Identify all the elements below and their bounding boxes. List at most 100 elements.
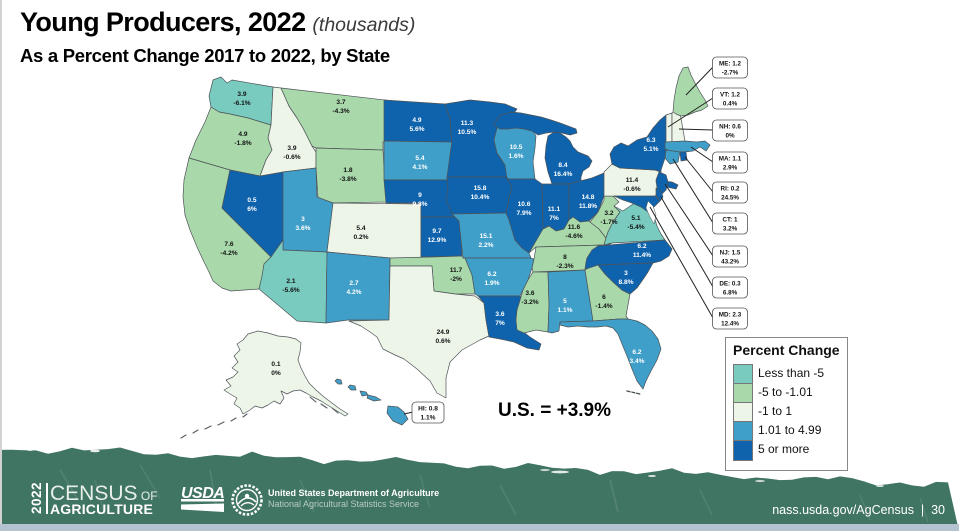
svg-text:7%: 7% — [549, 215, 559, 222]
svg-text:0.1: 0.1 — [271, 361, 280, 368]
svg-text:2.7: 2.7 — [349, 280, 358, 287]
svg-text:11.8%: 11.8% — [579, 203, 597, 210]
svg-text:3.6%: 3.6% — [295, 225, 310, 232]
svg-text:1.8: 1.8 — [343, 167, 352, 174]
svg-text:-2.7%: -2.7% — [722, 70, 739, 77]
svg-text:10.4%: 10.4% — [471, 194, 490, 201]
svg-text:6%: 6% — [247, 206, 257, 213]
svg-text:7%: 7% — [495, 320, 505, 327]
svg-text:24.9: 24.9 — [437, 329, 450, 336]
svg-text:6.2: 6.2 — [637, 243, 646, 250]
svg-text:-1.4%: -1.4% — [595, 303, 612, 310]
svg-text:11.4%: 11.4% — [633, 252, 651, 259]
svg-text:ME: 1.2: ME: 1.2 — [719, 61, 742, 68]
svg-text:4.2%: 4.2% — [346, 289, 361, 296]
svg-text:9.8%: 9.8% — [412, 201, 427, 208]
svg-text:8.4: 8.4 — [558, 162, 567, 169]
svg-text:9.7: 9.7 — [432, 228, 441, 235]
svg-text:2.1: 2.1 — [286, 278, 295, 285]
svg-text:-0.6%: -0.6% — [623, 186, 640, 193]
svg-text:3.9: 3.9 — [287, 145, 296, 152]
svg-text:1.1%: 1.1% — [420, 415, 435, 422]
svg-text:15.1: 15.1 — [480, 233, 493, 240]
svg-text:5.4: 5.4 — [415, 155, 424, 162]
svg-text:11.6: 11.6 — [568, 224, 581, 231]
svg-text:5.4: 5.4 — [356, 225, 365, 232]
svg-text:4.9: 4.9 — [412, 117, 421, 124]
svg-text:15.8: 15.8 — [474, 185, 487, 192]
svg-text:-4.6%: -4.6% — [565, 233, 582, 240]
svg-text:-5.4%: -5.4% — [627, 224, 644, 231]
svg-text:0.2%: 0.2% — [353, 234, 368, 241]
svg-text:5.1: 5.1 — [631, 215, 640, 222]
svg-text:8.8%: 8.8% — [618, 279, 633, 286]
svg-text:1.6%: 1.6% — [508, 153, 523, 160]
svg-text:NJ: 1.5: NJ: 1.5 — [720, 250, 741, 257]
svg-text:12.9%: 12.9% — [428, 237, 447, 244]
svg-text:1.1%: 1.1% — [557, 307, 572, 314]
svg-text:CT: 1: CT: 1 — [722, 217, 738, 224]
svg-text:16.4%: 16.4% — [554, 171, 573, 178]
svg-text:-1.7%: -1.7% — [600, 219, 617, 226]
svg-text:3.6: 3.6 — [495, 311, 504, 318]
svg-text:0.5: 0.5 — [247, 197, 256, 204]
svg-text:12.4%: 12.4% — [721, 321, 739, 328]
svg-text:0.6%: 0.6% — [435, 338, 450, 345]
svg-text:0%: 0% — [271, 370, 281, 377]
svg-text:6.2: 6.2 — [632, 349, 641, 356]
svg-text:8: 8 — [563, 254, 567, 261]
svg-text:VT: 1.2: VT: 1.2 — [720, 92, 740, 99]
svg-text:5: 5 — [563, 298, 567, 305]
svg-text:HI: 0.8: HI: 0.8 — [418, 406, 438, 413]
svg-text:5.1%: 5.1% — [643, 146, 658, 153]
svg-text:-2.3%: -2.3% — [556, 263, 573, 270]
svg-text:3.7: 3.7 — [336, 99, 345, 106]
svg-text:RI: 0.2: RI: 0.2 — [721, 186, 740, 193]
svg-text:MD: 2.3: MD: 2.3 — [719, 312, 742, 319]
svg-text:43.2%: 43.2% — [721, 259, 739, 266]
svg-text:3.4%: 3.4% — [629, 358, 644, 365]
svg-text:7.6: 7.6 — [224, 241, 233, 248]
svg-text:NH: 0.6: NH: 0.6 — [719, 124, 741, 131]
svg-text:3.9: 3.9 — [237, 91, 246, 98]
svg-text:0%: 0% — [725, 133, 735, 140]
svg-text:5.6%: 5.6% — [409, 126, 424, 133]
svg-text:3: 3 — [624, 270, 628, 277]
svg-text:7.9%: 7.9% — [516, 210, 531, 217]
svg-text:6: 6 — [602, 294, 606, 301]
svg-text:3.2: 3.2 — [604, 210, 613, 217]
svg-text:3: 3 — [301, 216, 305, 223]
svg-text:2.9%: 2.9% — [723, 165, 738, 172]
svg-text:0.4%: 0.4% — [723, 101, 738, 108]
svg-text:4.9: 4.9 — [238, 131, 247, 138]
svg-text:-2%: -2% — [450, 276, 462, 283]
svg-text:11.1: 11.1 — [548, 206, 561, 213]
svg-text:3.2%: 3.2% — [723, 226, 738, 233]
svg-text:24.5%: 24.5% — [721, 195, 739, 202]
svg-text:-5.6%: -5.6% — [282, 287, 299, 294]
svg-text:6.8%: 6.8% — [723, 290, 738, 297]
svg-text:6.2: 6.2 — [487, 271, 496, 278]
svg-text:11.4: 11.4 — [626, 177, 639, 184]
svg-text:11.3: 11.3 — [461, 120, 474, 127]
svg-text:-4.2%: -4.2% — [220, 250, 237, 257]
svg-text:-3.8%: -3.8% — [339, 176, 356, 183]
svg-text:11.7: 11.7 — [450, 267, 463, 274]
svg-text:-6.1%: -6.1% — [233, 100, 250, 107]
svg-text:DE: 0.3: DE: 0.3 — [719, 281, 741, 288]
svg-text:MA: 1.1: MA: 1.1 — [719, 156, 742, 163]
svg-text:6.3: 6.3 — [646, 137, 655, 144]
svg-text:10.5%: 10.5% — [458, 129, 477, 136]
svg-text:3.6: 3.6 — [525, 290, 534, 297]
svg-text:14.8: 14.8 — [582, 194, 595, 201]
svg-text:-0.6%: -0.6% — [283, 154, 300, 161]
svg-text:1.9%: 1.9% — [484, 280, 499, 287]
svg-text:9: 9 — [418, 192, 422, 199]
svg-text:-1.8%: -1.8% — [234, 140, 251, 147]
svg-text:-4.3%: -4.3% — [332, 108, 349, 115]
svg-text:10.6: 10.6 — [518, 201, 531, 208]
svg-text:2.2%: 2.2% — [478, 242, 493, 249]
svg-text:4.1%: 4.1% — [412, 164, 427, 171]
svg-text:10.5: 10.5 — [510, 144, 523, 151]
svg-text:-3.2%: -3.2% — [521, 299, 538, 306]
